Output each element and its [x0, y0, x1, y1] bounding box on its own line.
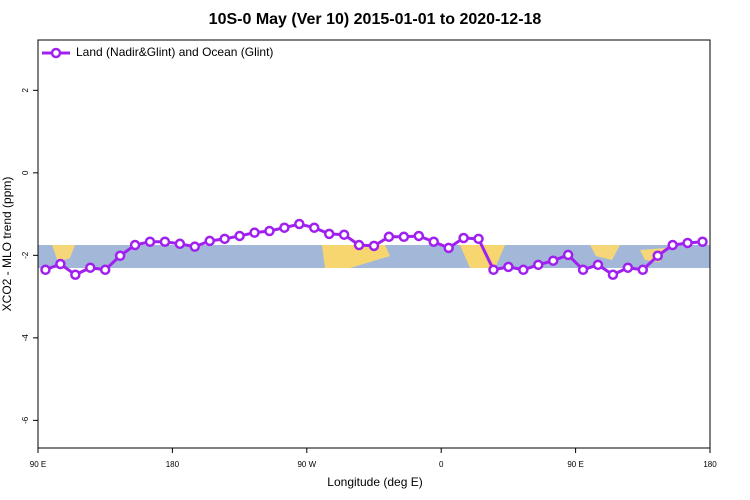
data-point	[518, 264, 529, 276]
data-point	[144, 236, 156, 247]
data-point	[234, 230, 245, 242]
data-point	[323, 228, 335, 240]
data-point	[383, 231, 395, 243]
y-tick-label: 0	[21, 170, 30, 175]
data-point	[533, 259, 544, 271]
data-point	[204, 235, 215, 247]
data-point	[55, 258, 66, 270]
data-point	[338, 229, 350, 240]
data-point	[428, 236, 439, 247]
data-point	[70, 269, 81, 280]
x-tick-label: 180	[703, 460, 717, 469]
chart-title: 10S-0 May (Ver 10) 2015-01-01 to 2020-12…	[209, 11, 542, 28]
y-tick-label: -6	[21, 416, 30, 424]
data-point	[368, 240, 380, 252]
data-point	[99, 264, 111, 276]
data-point	[40, 264, 51, 276]
y-tick-label: -4	[21, 334, 30, 342]
x-tick-label: 90 W	[297, 460, 316, 469]
x-axis-label: Longitude (deg E)	[327, 475, 422, 489]
data-point	[114, 250, 126, 262]
data-point	[637, 264, 649, 276]
data-point	[592, 259, 604, 271]
x-tick-label: 90 E	[30, 460, 46, 469]
x-tick-label: 0	[439, 460, 444, 469]
data-point	[503, 261, 514, 273]
data-point	[562, 249, 574, 261]
x-tick-label: 90 E	[567, 460, 583, 469]
data-point	[129, 239, 141, 251]
data-point	[159, 236, 171, 247]
data-point	[353, 239, 365, 251]
data-point	[667, 239, 678, 251]
data-point	[279, 222, 290, 233]
data-point	[697, 236, 708, 247]
data-point	[249, 227, 260, 238]
data-point	[413, 230, 425, 242]
data-point	[264, 225, 275, 237]
data-point	[219, 233, 230, 245]
data-point	[473, 233, 484, 245]
data-point	[607, 269, 619, 280]
legend-marker	[50, 47, 62, 59]
data-point	[398, 231, 410, 243]
data-point	[577, 264, 589, 276]
data-point	[488, 264, 499, 276]
y-axis-label: XCO2 - MLO trend (ppm)	[0, 177, 14, 312]
data-point	[622, 262, 634, 273]
data-point	[309, 222, 320, 233]
data-point	[174, 238, 186, 250]
data-point	[458, 232, 469, 244]
y-tick-label: -2	[21, 251, 30, 259]
data-point	[547, 255, 559, 266]
plot-frame	[37, 39, 711, 449]
legend-label: Land (Nadir&Glint) and Ocean (Glint)	[76, 45, 273, 59]
data-point	[682, 237, 693, 249]
data-point	[443, 242, 454, 254]
data-point	[85, 262, 96, 273]
data-point	[189, 241, 201, 252]
y-tick-label: 2	[21, 88, 30, 93]
data-point	[294, 218, 305, 230]
data-point	[652, 250, 663, 262]
x-tick-label: 180	[166, 460, 180, 469]
